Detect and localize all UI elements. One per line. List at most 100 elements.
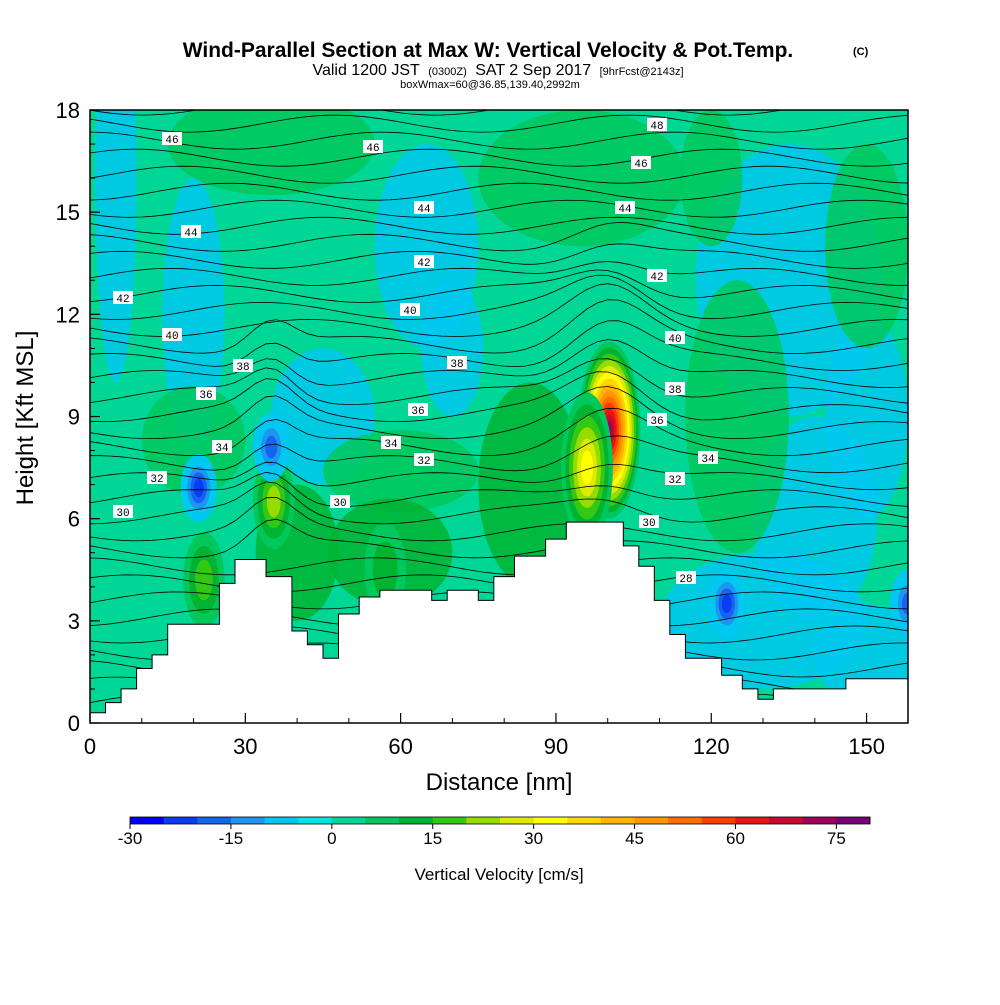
velocity-region: [680, 110, 743, 247]
colorbar-swatch: [567, 817, 602, 824]
y-tick-label: 12: [56, 302, 80, 327]
velocity-region: [825, 144, 908, 349]
theta-contour: [90, 199, 908, 218]
theta-label-text: 34: [215, 443, 229, 455]
x-axis-label: Distance [nm]: [426, 769, 573, 796]
velocity-region: [167, 110, 375, 196]
theta-contour: [90, 148, 908, 167]
velocity-region: [322, 430, 479, 512]
x-axis: 0 30 60 90 120 150: [84, 713, 885, 759]
theta-label-text: 28: [679, 574, 692, 586]
downdraft-core: [889, 569, 908, 638]
colorbar-swatch: [769, 817, 804, 824]
subtitle-utc: (0300Z): [428, 66, 467, 78]
theta-label-text: 34: [701, 454, 715, 466]
theta-contour: [90, 481, 908, 525]
x-tick-label: 30: [233, 734, 257, 759]
colorbar-swatch: [836, 817, 871, 824]
updraft-core: [561, 392, 613, 543]
x-tick-label: 150: [848, 734, 885, 759]
theta-label: 40: [665, 331, 685, 346]
colorbar-swatch: [600, 817, 636, 824]
theta-label: 48: [647, 118, 667, 133]
theta-label-text: 44: [618, 204, 632, 216]
theta-contour: [90, 182, 908, 201]
theta-label-text: 32: [417, 456, 430, 468]
theta-label: 36: [196, 387, 216, 402]
colorbar-tick-label: 60: [726, 829, 745, 848]
colorbar-tick-label: 75: [827, 829, 846, 848]
colorbar-label: Vertical Velocity [cm/s]: [414, 865, 583, 884]
theta-label: 46: [162, 132, 182, 147]
theta-label-text: 30: [116, 508, 129, 520]
theta-label: 40: [400, 303, 420, 318]
theta-label-text: 40: [403, 306, 416, 318]
theta-label-text: 30: [642, 518, 655, 530]
velocity-region: [685, 280, 789, 553]
theta-label: 40: [162, 328, 182, 343]
theta-contour: [90, 461, 908, 491]
colorbar-swatch: [230, 817, 266, 824]
x-tick-label: 90: [544, 734, 568, 759]
theta-label: 34: [381, 436, 401, 451]
theta-label: 32: [414, 453, 434, 468]
theta-label-text: 36: [411, 406, 424, 418]
y-tick-label: 0: [68, 711, 80, 736]
theta-label: 44: [414, 201, 434, 216]
theta-label-text: 38: [668, 385, 681, 397]
velocity-contour: [195, 559, 213, 601]
chart-title: Wind-Parallel Section at Max W: Vertical…: [183, 39, 794, 62]
theta-label-text: 46: [634, 159, 647, 171]
theta-contour: [90, 243, 908, 269]
y-axis: 0 3 6 9 12 15 18: [56, 98, 100, 736]
theta-label: 46: [363, 140, 383, 155]
colorbar: -30 -15 0 15 30 45 60 75: [118, 816, 871, 848]
theta-label-text: 44: [417, 204, 431, 216]
subtitle-valid: Valid 1200 JST: [312, 62, 420, 79]
colorbar-swatch: [264, 817, 299, 824]
colorbar-swatch: [298, 817, 333, 824]
chart-title-tag: (C): [853, 46, 869, 58]
theta-contour: [90, 114, 908, 133]
theta-contour: [90, 299, 908, 354]
theta-label: 34: [212, 440, 232, 455]
velocity-field: [95, 110, 908, 706]
colorbar-tick-label: 0: [327, 829, 336, 848]
theta-contour: [90, 261, 908, 286]
velocity-contour: [266, 485, 281, 518]
y-tick-label: 18: [56, 98, 80, 123]
theta-contour: [90, 283, 908, 337]
theta-label-text: 44: [184, 228, 198, 240]
theta-contour: [90, 131, 908, 150]
colorbar-swatch: [130, 817, 165, 824]
colorbar-swatch: [634, 817, 669, 824]
chart-subtitle: Valid 1200 JST (0300Z) SAT 2 Sep 2017 [9…: [312, 62, 683, 79]
colorbar-swatch: [533, 817, 568, 824]
velocity-contour: [372, 541, 398, 599]
theta-label: 42: [113, 291, 133, 306]
theta-label: 30: [639, 515, 659, 530]
colorbar-swatch: [331, 817, 366, 824]
theta-label: 34: [698, 451, 718, 466]
theta-label: 38: [233, 359, 253, 374]
theta-contour: [90, 518, 908, 559]
colorbar-swatch: [802, 817, 837, 824]
theta-contour: [90, 435, 908, 474]
terrain: [90, 521, 908, 723]
colorbar-swatch: [432, 817, 467, 824]
theta-contour-labels: 46 46 48 46 44 44 44 42 42 42 40 40 40 38 38 38 36 36 36 34…: [113, 118, 718, 586]
theta-label-text: 48: [650, 121, 663, 133]
downdraft-core: [708, 569, 745, 638]
theta-label-text: 38: [450, 359, 463, 371]
theta-label: 30: [113, 505, 133, 520]
velocity-region: [141, 385, 246, 495]
colorbar-tick-label: -15: [219, 829, 244, 848]
colorbar-tick-label: -30: [118, 829, 143, 848]
theta-label: 38: [447, 356, 467, 371]
velocity-region: [162, 178, 225, 451]
theta-contour: [90, 339, 908, 389]
theta-contour: [90, 274, 908, 320]
theta-label-text: 46: [165, 135, 178, 147]
theta-contour: [90, 557, 908, 576]
